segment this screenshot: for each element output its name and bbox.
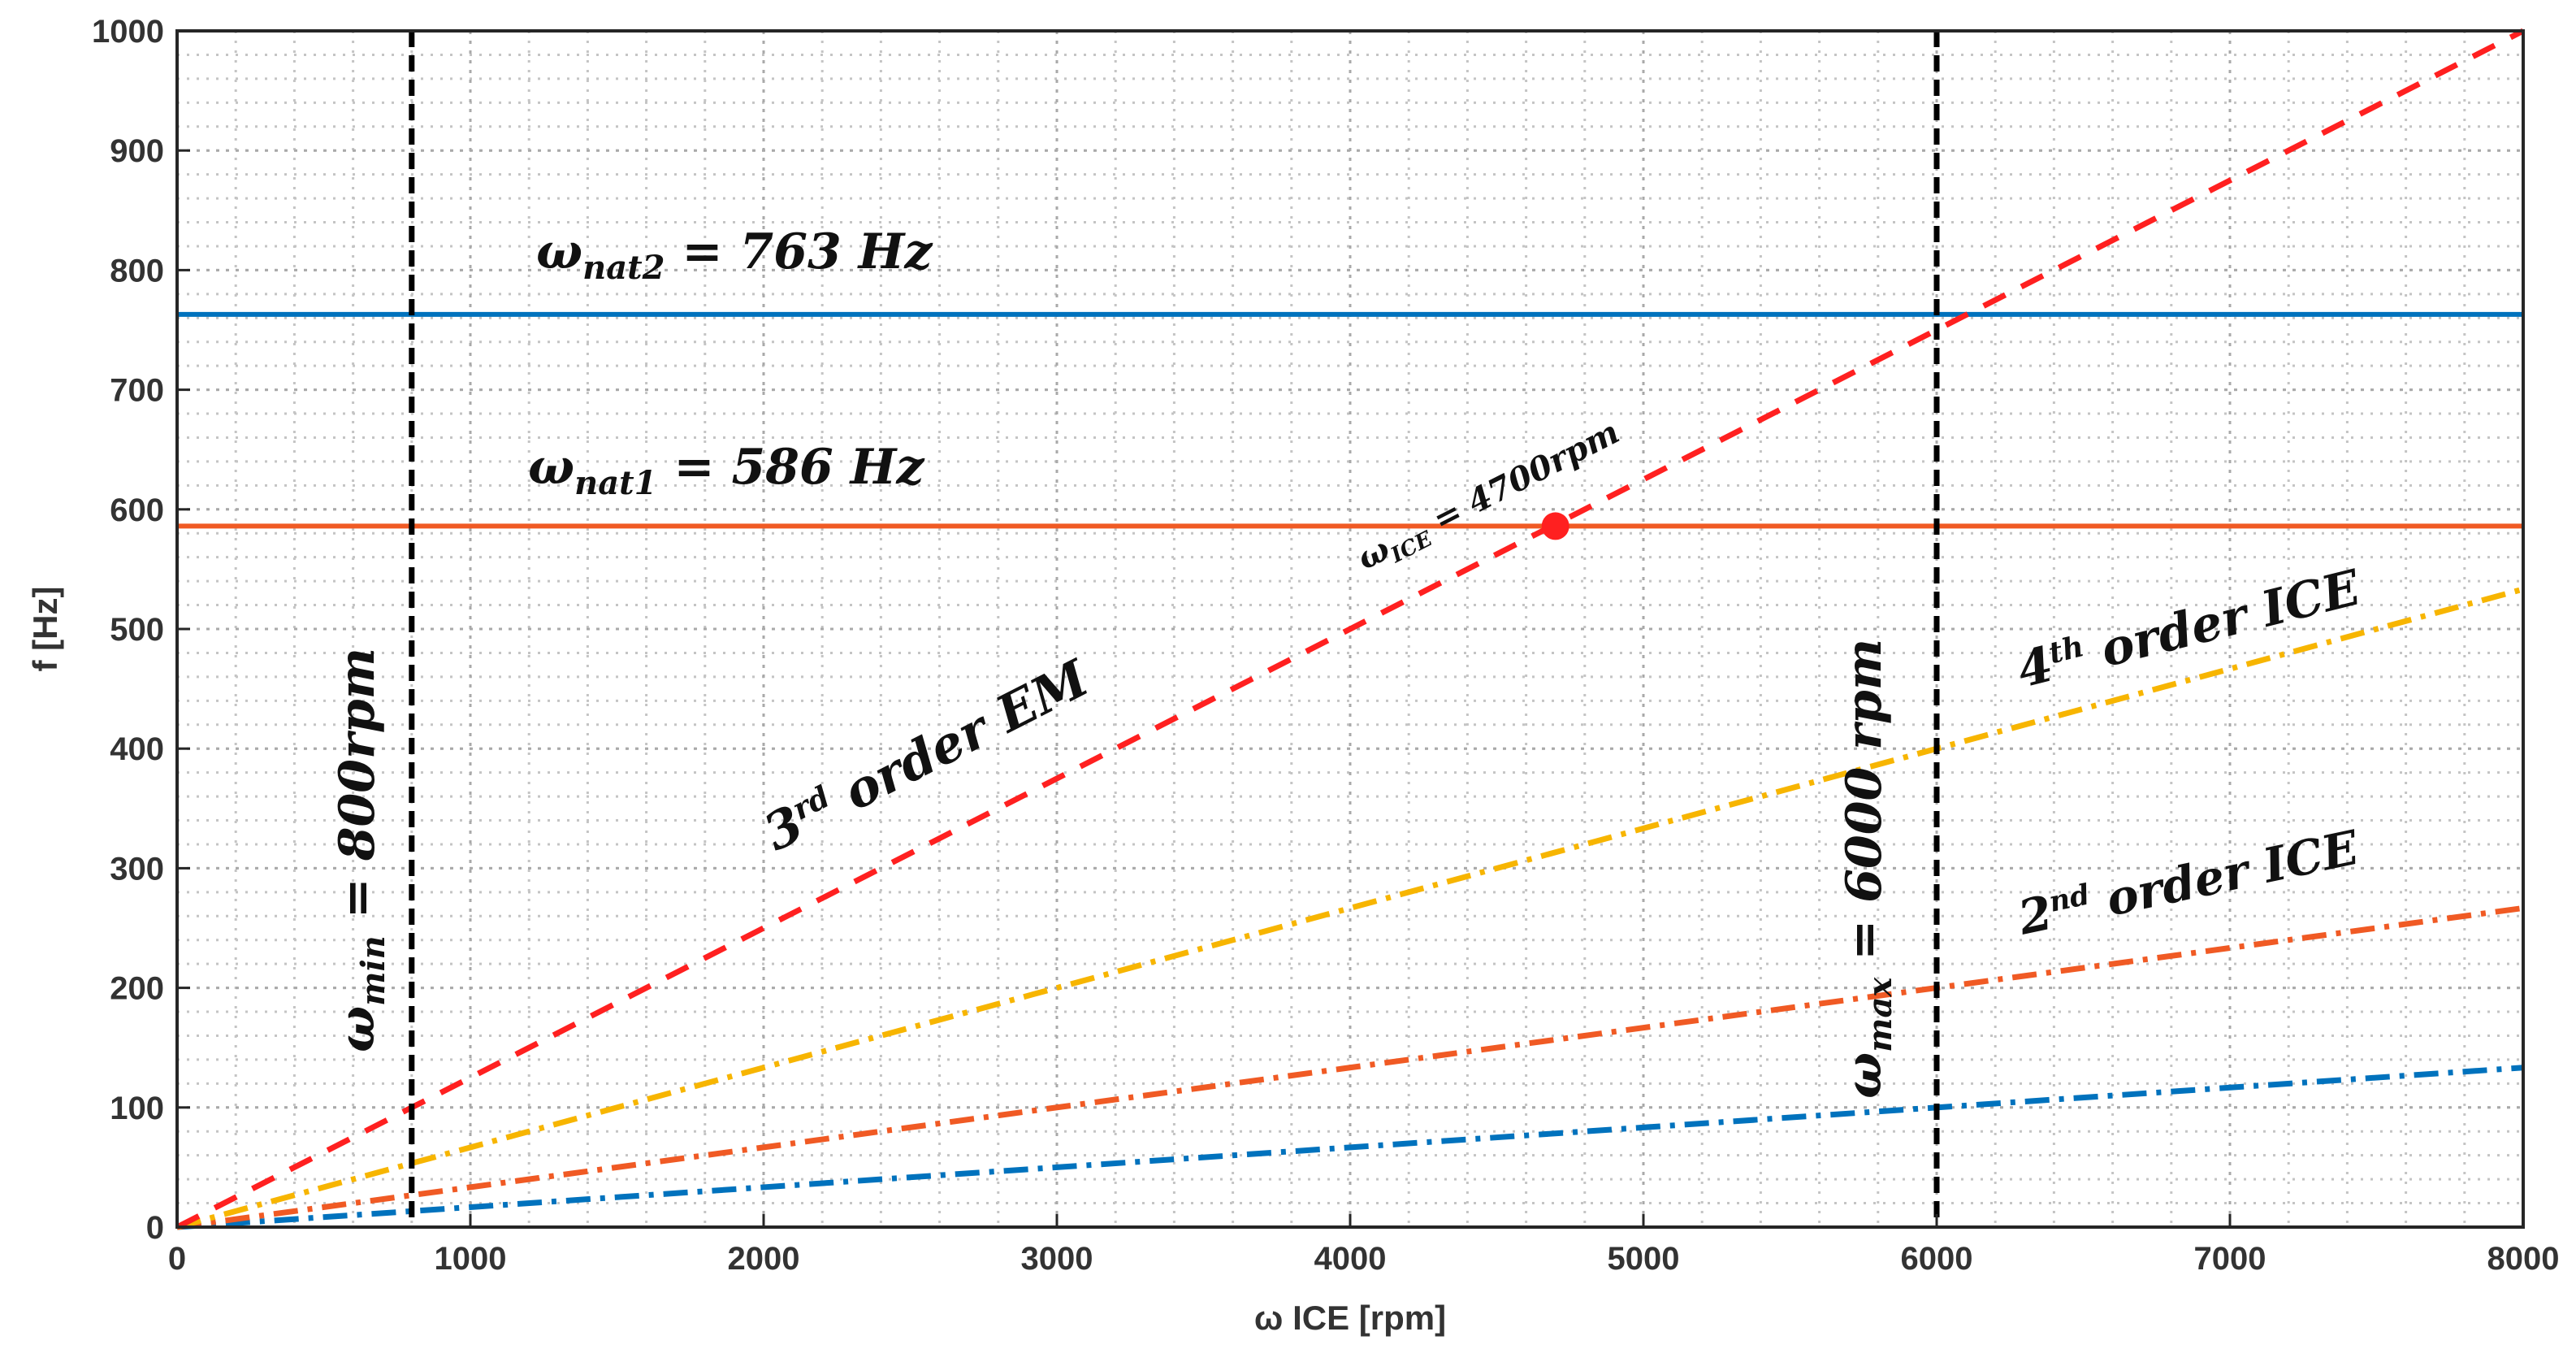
x-axis-label: ω ICE [rpm] bbox=[1254, 1299, 1446, 1337]
x-tick-label: 8000 bbox=[2487, 1241, 2560, 1277]
annotation-wmax-text: = 6000 rpm bbox=[1836, 639, 1893, 978]
y-tick-label: 600 bbox=[110, 492, 164, 528]
annotation-nat1-text: = 586 Hz bbox=[656, 439, 925, 496]
y-axis-label: f [Hz] bbox=[26, 587, 64, 672]
y-tick-label: 900 bbox=[110, 133, 164, 169]
annotation-wmin-symbol: ω bbox=[329, 1006, 386, 1052]
data-point-wice bbox=[1541, 512, 1569, 540]
annotation-nat2-subscript: nat2 bbox=[582, 249, 665, 287]
y-tick-label: 300 bbox=[110, 851, 164, 887]
y-tick-label: 100 bbox=[110, 1091, 164, 1126]
plot-lines bbox=[175, 28, 2525, 1230]
annotation-nat1-subscript: nat1 bbox=[574, 464, 656, 502]
annotation-nat1-symbol: ω bbox=[528, 439, 574, 496]
y-tick-label: 400 bbox=[110, 731, 164, 767]
annotation-wmin: ωmin = 800rpm bbox=[329, 648, 392, 1052]
y-tick-label: 200 bbox=[110, 971, 164, 1007]
series-line-3rd-order-em bbox=[175, 28, 2525, 1230]
y-tick-label: 800 bbox=[110, 253, 164, 288]
x-tick-label: 2000 bbox=[728, 1241, 800, 1277]
x-tick-label: 7000 bbox=[2194, 1241, 2266, 1277]
annotation-wmin-text: = 800rpm bbox=[329, 648, 386, 935]
axes: 0 1000 2000 3000 4000 5000 6000 7000 8000 0 100 200… bbox=[26, 14, 2559, 1337]
annotation-2nd-order-ice-superscript: nd bbox=[2046, 878, 2093, 918]
x-tick-label: 4000 bbox=[1314, 1241, 1387, 1277]
x-tick-label: 5000 bbox=[1608, 1241, 1680, 1277]
annotation-wmax-subscript: max bbox=[1861, 977, 1899, 1052]
annotation-nat1: ωnat1 = 586 Hz bbox=[528, 439, 925, 502]
x-tick-label: 6000 bbox=[1901, 1241, 1973, 1277]
x-tick-label: 1000 bbox=[435, 1241, 507, 1277]
x-tick-label: 0 bbox=[168, 1241, 186, 1277]
x-tick-label: 3000 bbox=[1021, 1241, 1093, 1277]
annotation-wmax: ωmax = 6000 rpm bbox=[1836, 639, 1899, 1099]
series-line-4th-order-ice bbox=[176, 586, 2524, 1230]
y-tick-label: 500 bbox=[110, 612, 164, 648]
series-line-1st-order-ice bbox=[176, 1065, 2524, 1230]
annotation-4th-order-ice-superscript: th bbox=[2046, 629, 2088, 670]
annotation-nat2-symbol: ω bbox=[536, 223, 582, 280]
annotation-wmin-subscript: min bbox=[354, 935, 392, 1006]
series-line-2nd-order-ice bbox=[176, 904, 2524, 1230]
annotation-wmax-symbol: ω bbox=[1836, 1052, 1893, 1099]
y-tick-label: 0 bbox=[146, 1210, 164, 1246]
y-tick-label: 700 bbox=[110, 373, 164, 409]
annotation-nat2: ωnat2 = 763 Hz bbox=[536, 223, 933, 287]
y-tick-label: 1000 bbox=[92, 14, 164, 50]
annotation-nat2-text: = 763 Hz bbox=[665, 223, 933, 280]
